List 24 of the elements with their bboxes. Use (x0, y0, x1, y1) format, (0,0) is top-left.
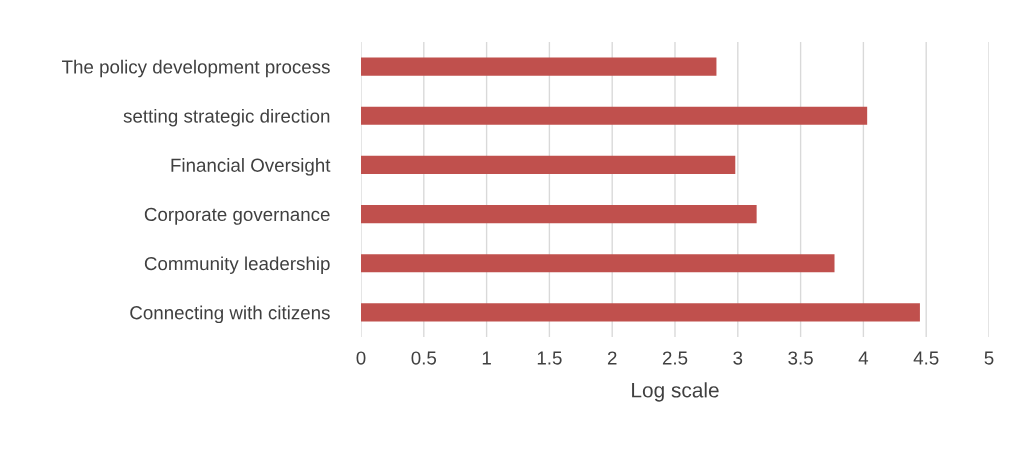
x-tick-label: 2 (607, 351, 617, 365)
x-tick-label: 3 (733, 351, 743, 365)
y-tick-label: Community leadership (144, 256, 330, 274)
bar (361, 155, 736, 175)
x-tick-label: 3.5 (788, 351, 813, 365)
x-tick-label: 0 (356, 351, 366, 365)
y-tick-label: Financial Oversight (171, 158, 331, 176)
y-tick-label: setting strategic direction (123, 108, 330, 127)
y-tick-label: The policy development process (61, 59, 330, 78)
x-tick-label: 1 (482, 351, 491, 365)
bar (361, 106, 868, 125)
x-tick-label: 4.5 (913, 351, 939, 365)
x-tick-label: 2.5 (662, 351, 688, 365)
y-tick-label: Connecting with citizens (130, 305, 330, 324)
bar (361, 204, 757, 224)
y-tick-label: Corporate governance (144, 207, 330, 225)
x-axis-title: Log scale (632, 382, 719, 402)
x-tick-label: 5 (984, 351, 994, 365)
bar (361, 254, 835, 273)
x-tick-label: 0.5 (411, 351, 437, 365)
bar (361, 303, 920, 322)
x-tick-label: 4 (858, 351, 869, 365)
bar (361, 57, 717, 76)
x-tick-label: 1.5 (537, 351, 562, 365)
